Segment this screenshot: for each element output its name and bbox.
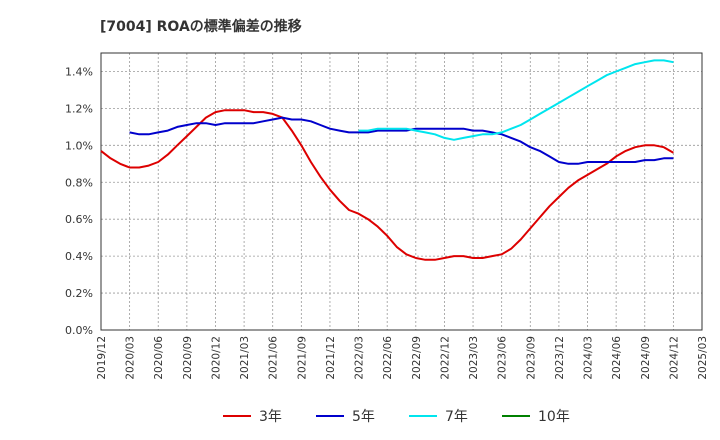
- series-lines: [100, 59, 674, 261]
- x-tick-label: 2022/03: [354, 336, 366, 380]
- x-tick-label: 2025/03: [697, 336, 709, 380]
- x-tick-label: 2021/03: [239, 336, 251, 380]
- x-tick-label: 2023/12: [554, 336, 566, 380]
- legend-item: 7年: [409, 404, 468, 428]
- x-tick-label: 2023/06: [497, 336, 509, 380]
- series-line-2: [129, 116, 674, 165]
- y-tick-label: 1.0%: [65, 139, 93, 152]
- x-axis-ticks: 2019/12 2020/03 2020/06 2020/09 2020/12 2021/…: [96, 336, 709, 380]
- legend-item: 5年: [316, 404, 375, 428]
- x-tick-label: 2020/06: [153, 336, 165, 380]
- x-tick-label: 2023/03: [468, 336, 480, 380]
- legend-item: 10年: [502, 404, 570, 428]
- legend-item: 3年: [223, 404, 282, 428]
- legend-label: 3年: [259, 409, 282, 425]
- x-tick-label: 2019/12: [96, 336, 108, 380]
- x-tick-label: 2020/09: [182, 336, 194, 380]
- x-tick-label: 2024/12: [668, 336, 680, 380]
- x-tick-label: 2021/09: [296, 336, 308, 380]
- series-line-3: [358, 59, 674, 141]
- y-tick-label: 0.6%: [65, 213, 93, 226]
- legend-label: 10年: [538, 409, 570, 425]
- y-tick-label: 0.4%: [65, 250, 93, 263]
- x-tick-label: 2020/12: [210, 336, 222, 380]
- legend-label: 5年: [352, 409, 375, 425]
- y-tick-label: 1.4%: [65, 65, 93, 78]
- y-tick-label: 0.2%: [65, 287, 93, 300]
- x-tick-label: 2021/06: [268, 336, 280, 380]
- legend-label: 7年: [445, 409, 468, 425]
- x-tick-label: 2021/12: [325, 336, 337, 380]
- chart-title: [7004] ROAの標準偏差の推移: [100, 19, 302, 35]
- x-tick-label: 2022/12: [439, 336, 451, 380]
- x-tick-label: 2024/09: [640, 336, 652, 380]
- legend-swatch: [316, 415, 344, 417]
- series-line-1: [100, 109, 674, 261]
- x-tick-label: 2022/09: [411, 336, 423, 380]
- x-tick-label: 2020/03: [125, 336, 137, 380]
- x-tick-label: 2023/09: [525, 336, 537, 380]
- y-tick-label: 0.0%: [65, 324, 93, 337]
- plot-frame: [100, 52, 703, 331]
- x-tick-label: 2024/03: [583, 336, 595, 380]
- y-tick-label: 1.2%: [65, 102, 93, 115]
- legend-swatch: [223, 415, 251, 417]
- legend-swatch: [409, 415, 437, 417]
- grid-lines: [101, 53, 702, 330]
- x-tick-label: 2022/06: [382, 336, 394, 380]
- y-tick-label: 0.8%: [65, 176, 93, 189]
- y-axis-ticks: 0.0% 0.2% 0.4% 0.6% 0.8% 1.0% 1.2% 1.4%: [65, 65, 93, 337]
- x-tick-label: 2024/06: [611, 336, 623, 380]
- legend-swatch: [502, 415, 530, 417]
- legend: 3年 5年 7年 10年: [0, 404, 720, 428]
